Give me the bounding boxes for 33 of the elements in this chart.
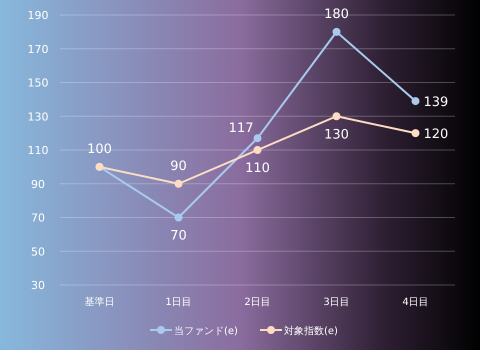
point	[332, 28, 340, 36]
legend-label: 対象指数(e)	[284, 325, 338, 337]
x-tick-label: 2日目	[244, 297, 271, 308]
y-tick-label: 70	[31, 212, 45, 224]
y-tick-label: 50	[31, 245, 45, 258]
data-label: 90	[170, 158, 187, 174]
x-tick-label: 3日目	[323, 297, 350, 308]
data-label: 130	[324, 127, 349, 142]
y-tick-label: 90	[31, 178, 45, 191]
y-tick-label: 130	[28, 110, 48, 124]
data-label: 110	[245, 161, 270, 176]
y-tick-label: 30	[31, 279, 45, 292]
x-tick-label: 4日目	[402, 297, 429, 308]
data-label: 120	[424, 127, 448, 142]
data-label: 100	[87, 142, 112, 157]
data-label: 70	[170, 228, 187, 244]
point	[412, 129, 420, 138]
point	[174, 180, 182, 188]
data-label: 139	[424, 95, 448, 110]
y-tick-label: 150	[28, 76, 48, 90]
point	[174, 214, 182, 222]
x-tick-label: 1日目	[165, 297, 192, 308]
point	[254, 134, 262, 142]
legend-label: 当ファンド(e)	[174, 325, 238, 337]
point	[254, 146, 262, 154]
data-label: 117	[228, 121, 254, 136]
point	[412, 97, 420, 106]
data-label: 180	[324, 6, 349, 22]
y-tick-label: 190	[28, 9, 48, 22]
x-tick-label: 基準日	[84, 296, 114, 308]
y-tick-label: 110	[28, 144, 48, 157]
y-tick-label: 170	[28, 42, 48, 56]
point	[332, 112, 340, 120]
